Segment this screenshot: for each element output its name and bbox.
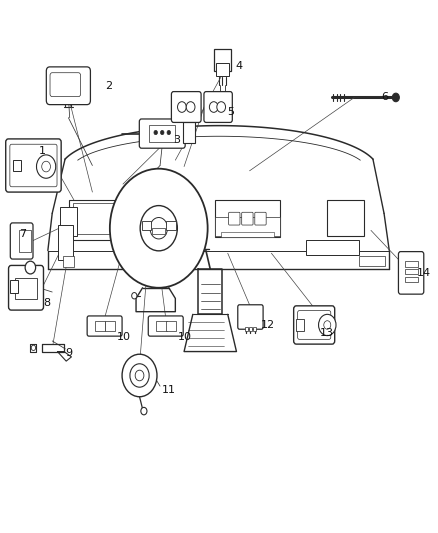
- FancyBboxPatch shape: [148, 316, 183, 336]
- Circle shape: [122, 354, 157, 397]
- Circle shape: [186, 102, 195, 112]
- Bar: [105, 321, 115, 331]
- Text: 11: 11: [161, 385, 175, 395]
- Circle shape: [324, 321, 331, 329]
- Bar: [73, 203, 123, 234]
- Bar: [183, 123, 195, 143]
- Text: 12: 12: [261, 320, 275, 330]
- FancyBboxPatch shape: [204, 92, 232, 123]
- FancyBboxPatch shape: [10, 144, 57, 187]
- Text: 7: 7: [19, 229, 26, 239]
- Circle shape: [135, 370, 144, 381]
- Bar: [327, 199, 364, 236]
- Circle shape: [392, 93, 399, 102]
- Bar: [14, 278, 37, 300]
- Bar: [69, 200, 126, 240]
- Circle shape: [31, 345, 35, 351]
- Bar: [215, 200, 280, 237]
- FancyBboxPatch shape: [399, 252, 424, 294]
- Circle shape: [209, 102, 218, 112]
- Bar: [405, 269, 418, 274]
- FancyBboxPatch shape: [238, 305, 263, 329]
- Text: 2: 2: [106, 81, 113, 91]
- Bar: [405, 277, 418, 282]
- Bar: [166, 221, 176, 230]
- FancyBboxPatch shape: [139, 119, 185, 148]
- Bar: [221, 232, 274, 237]
- Bar: [166, 321, 176, 331]
- FancyBboxPatch shape: [293, 306, 335, 344]
- Bar: [58, 225, 73, 260]
- Circle shape: [36, 155, 56, 178]
- Bar: [215, 217, 280, 236]
- Bar: [359, 256, 385, 266]
- Circle shape: [217, 102, 226, 112]
- Text: 9: 9: [65, 348, 72, 358]
- Text: 8: 8: [43, 297, 51, 308]
- FancyBboxPatch shape: [242, 212, 253, 225]
- Bar: [18, 230, 31, 252]
- FancyBboxPatch shape: [50, 72, 81, 96]
- Text: 13: 13: [319, 328, 333, 338]
- Circle shape: [177, 102, 186, 112]
- Text: 5: 5: [227, 107, 234, 117]
- FancyBboxPatch shape: [171, 92, 201, 123]
- Text: 3: 3: [173, 135, 180, 145]
- Circle shape: [130, 364, 149, 387]
- Bar: [253, 327, 256, 332]
- Text: 1: 1: [39, 146, 46, 156]
- Bar: [244, 327, 247, 332]
- FancyBboxPatch shape: [229, 212, 240, 225]
- Circle shape: [140, 206, 177, 251]
- Bar: [142, 221, 151, 230]
- Text: 10: 10: [117, 332, 131, 342]
- Text: 6: 6: [381, 92, 389, 102]
- Bar: [156, 321, 166, 331]
- Bar: [95, 321, 106, 331]
- Circle shape: [110, 168, 208, 288]
- Bar: [405, 261, 418, 266]
- Circle shape: [132, 293, 137, 299]
- Circle shape: [150, 217, 168, 239]
- FancyBboxPatch shape: [87, 316, 122, 336]
- Bar: [60, 207, 77, 236]
- Bar: [10, 280, 18, 293]
- FancyBboxPatch shape: [46, 67, 90, 104]
- Bar: [149, 125, 175, 142]
- Text: 10: 10: [177, 332, 191, 342]
- Bar: [13, 160, 21, 171]
- Circle shape: [42, 161, 50, 172]
- Bar: [249, 327, 252, 332]
- Bar: [215, 63, 230, 76]
- Circle shape: [160, 131, 164, 135]
- Circle shape: [25, 261, 35, 274]
- Circle shape: [167, 131, 170, 135]
- Bar: [152, 228, 165, 234]
- FancyBboxPatch shape: [9, 265, 43, 310]
- Circle shape: [141, 407, 147, 415]
- Bar: [63, 256, 74, 266]
- FancyBboxPatch shape: [6, 139, 61, 192]
- Bar: [214, 49, 231, 71]
- Text: 14: 14: [417, 268, 431, 278]
- FancyBboxPatch shape: [255, 212, 266, 225]
- Circle shape: [154, 131, 157, 135]
- Circle shape: [318, 314, 336, 336]
- FancyBboxPatch shape: [297, 311, 331, 340]
- Text: 4: 4: [236, 61, 243, 70]
- FancyBboxPatch shape: [11, 223, 33, 259]
- Bar: [296, 319, 304, 331]
- Bar: [306, 240, 359, 255]
